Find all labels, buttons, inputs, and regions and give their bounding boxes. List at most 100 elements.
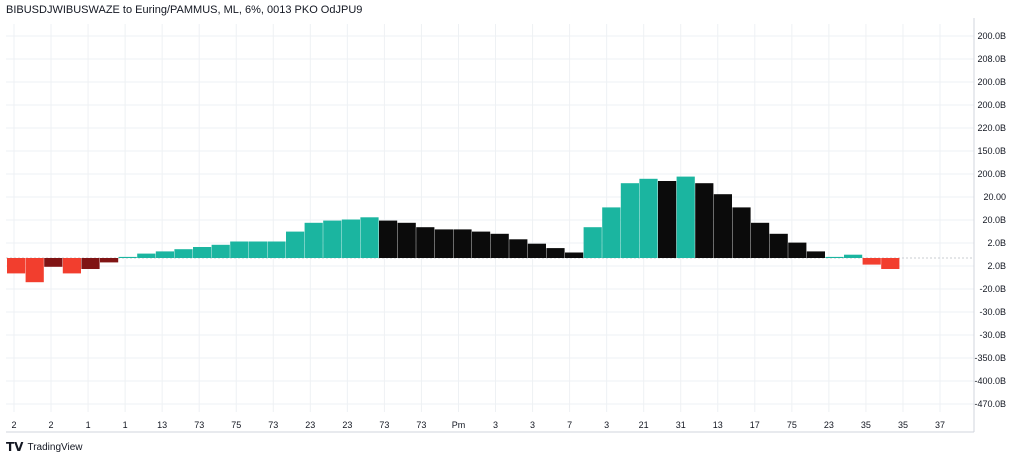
- x-tick-label: 31: [676, 420, 686, 430]
- x-tick-label: 3: [530, 420, 535, 430]
- histogram-bar: [286, 231, 305, 258]
- x-tick-label: 17: [750, 420, 760, 430]
- histogram-bar: [806, 251, 825, 258]
- x-tick-label: 2: [49, 420, 54, 430]
- histogram-bar: [267, 241, 286, 258]
- histogram-bar: [453, 229, 472, 258]
- y-tick-label: -400.0B: [974, 376, 1006, 386]
- y-tick-label: -470.0B: [974, 399, 1006, 409]
- x-tick-label: 35: [861, 420, 871, 430]
- histogram-bar: [62, 258, 81, 274]
- histogram-bar: [118, 256, 137, 258]
- histogram-bar: [155, 251, 174, 258]
- brand-text: TradingView: [27, 441, 83, 453]
- x-tick-label: 2: [11, 420, 16, 430]
- histogram-bar: [174, 249, 193, 258]
- histogram-bar: [490, 233, 509, 258]
- histogram-bar: [248, 241, 267, 258]
- histogram-bar: [7, 258, 26, 274]
- y-tick-label: 150.0B: [977, 146, 1006, 156]
- y-tick-label: 200.0B: [977, 169, 1006, 179]
- y-tick-label: -30.0B: [979, 330, 1006, 340]
- y-tick-label: -20.0B: [979, 284, 1006, 294]
- histogram-bar: [602, 207, 621, 258]
- x-tick-label: 13: [713, 420, 723, 430]
- histogram-bar: [732, 207, 751, 258]
- histogram-bar: [639, 178, 658, 258]
- y-tick-label: 20.0B: [982, 215, 1006, 225]
- x-tick-label: 23: [305, 420, 315, 430]
- y-tick-label: 200.0B: [977, 31, 1006, 41]
- histogram-bar: [620, 183, 639, 258]
- histogram-bar: [397, 222, 416, 258]
- chart-title: BIBUSDJWIBUSWAZE to Euring/PAMMUS, ML, 6…: [6, 4, 363, 16]
- x-tick-label: 73: [416, 420, 426, 430]
- histogram-bar: [546, 248, 565, 258]
- x-tick-label: 73: [268, 420, 278, 430]
- histogram-bar: [565, 252, 584, 258]
- x-tick-label: 23: [824, 420, 834, 430]
- x-tick-label: 73: [194, 420, 204, 430]
- histogram-bar: [825, 256, 844, 258]
- histogram-bar: [341, 219, 360, 258]
- x-tick-label: 3: [604, 420, 609, 430]
- y-tick-label: -350.0B: [974, 353, 1006, 363]
- x-axis-tick-labels: 2 2 1 1 13 73 75 73 23 23 73 73 Pm 3 3 7 3 21 31 13 17 75 23 35…: [11, 420, 945, 430]
- tradingview-logo-icon[interactable]: TV: [6, 440, 24, 454]
- histogram-bar: [44, 258, 63, 267]
- histogram-bar: [193, 247, 212, 258]
- x-tick-label: 37: [935, 420, 945, 430]
- histogram-bar: [416, 227, 435, 258]
- histogram-bar: [695, 183, 714, 258]
- y-tick-label: -30.0B: [979, 307, 1006, 317]
- histogram-bar: [360, 217, 379, 258]
- histogram-bar: [434, 229, 453, 258]
- grid-lines: [6, 24, 974, 412]
- x-tick-label: 3: [493, 420, 498, 430]
- y-tick-label: 208.0B: [977, 54, 1006, 64]
- histogram-bar: [137, 253, 156, 258]
- x-tick-label: 7: [567, 420, 572, 430]
- histogram-bar: [323, 220, 342, 258]
- bars: [7, 176, 900, 283]
- y-tick-label: 200.0B: [977, 100, 1006, 110]
- histogram-bar: [788, 242, 807, 258]
- x-tick-label: 75: [231, 420, 241, 430]
- x-tick-label: 1: [86, 420, 91, 430]
- x-tick-label: 13: [157, 420, 167, 430]
- histogram-bar: [844, 254, 863, 258]
- y-axis-tick-labels: 200.0B 208.0B 200.0B 200.0B 220.0B 150.0B 200.…: [974, 31, 1006, 409]
- histogram-bar: [862, 258, 881, 265]
- x-tick-label: 73: [379, 420, 389, 430]
- histogram-bar: [304, 222, 323, 258]
- histogram-bar: [100, 258, 119, 263]
- histogram-bar: [769, 233, 788, 258]
- histogram-bar: [509, 239, 528, 258]
- footer: TV TradingView: [6, 440, 83, 454]
- histogram-bar: [211, 244, 230, 258]
- x-tick-label: 21: [639, 420, 649, 430]
- histogram-bar: [713, 194, 732, 258]
- histogram-bar: [676, 176, 695, 258]
- y-tick-label: 20.00: [983, 192, 1006, 202]
- y-tick-label: 2.0B: [987, 261, 1006, 271]
- histogram-bar: [472, 231, 491, 258]
- x-tick-label: 1: [123, 420, 128, 430]
- histogram-bar: [527, 243, 546, 258]
- histogram-bar: [751, 222, 770, 258]
- histogram-bar: [658, 181, 677, 258]
- histogram-bar: [230, 241, 249, 258]
- histogram-bar: [583, 227, 602, 258]
- x-tick-label: 75: [787, 420, 797, 430]
- x-tick-label: 35: [898, 420, 908, 430]
- x-tick-label: 23: [342, 420, 352, 430]
- histogram-bar: [379, 220, 398, 258]
- y-tick-label: 220.0B: [977, 123, 1006, 133]
- histogram-bar: [81, 258, 100, 269]
- y-tick-label: 200.0B: [977, 77, 1006, 87]
- x-tick-label: Pm: [452, 420, 466, 430]
- y-tick-label: 2.0B: [987, 238, 1006, 248]
- histogram-bar: [25, 258, 44, 283]
- histogram-bar: [881, 258, 900, 269]
